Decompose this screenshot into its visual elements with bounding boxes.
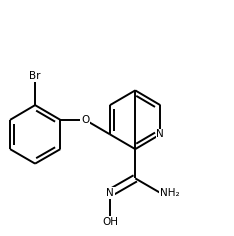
Text: O: O xyxy=(81,115,89,125)
Text: NH₂: NH₂ xyxy=(160,188,180,198)
Text: N: N xyxy=(156,129,164,139)
Text: OH: OH xyxy=(102,217,118,227)
Text: Br: Br xyxy=(29,71,41,81)
Text: N: N xyxy=(106,188,114,198)
